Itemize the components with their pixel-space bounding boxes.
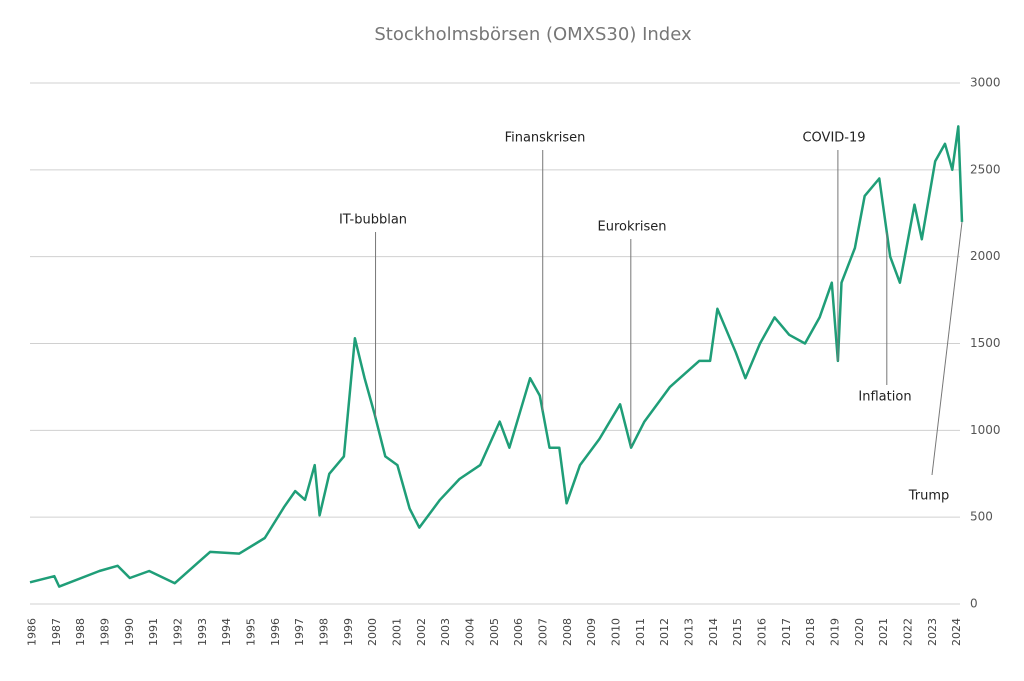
x-tick-label: 1993	[196, 618, 209, 646]
x-tick-label: 2010	[609, 618, 622, 646]
x-tick-label: 2005	[488, 618, 501, 646]
x-tick-label: 2006	[512, 618, 525, 646]
x-tick-label: 2020	[853, 618, 866, 646]
x-tick-label: 1997	[293, 618, 306, 646]
chart-title: Stockholmsbörsen (OMXS30) Index	[374, 24, 692, 45]
x-tick-label: 1995	[244, 618, 257, 646]
x-tick-label: 2014	[707, 618, 720, 646]
x-tick-label: 2009	[585, 618, 598, 646]
annotation: Trump	[908, 489, 950, 504]
x-tick-label: 2016	[755, 618, 768, 646]
x-tick-label: 2003	[439, 618, 452, 646]
y-tick-label: 1000	[970, 423, 1001, 437]
y-tick-label: 0	[970, 597, 978, 611]
annotation: Finanskrisen	[505, 131, 586, 146]
x-tick-label: 2000	[366, 618, 379, 646]
x-tick-label: 2011	[634, 618, 647, 646]
x-tick-label: 2004	[463, 618, 476, 646]
y-tick-label: 1500	[970, 336, 1001, 350]
x-tick-label: 1988	[74, 618, 87, 646]
x-tick-label: 2013	[682, 618, 695, 646]
x-tick-label: 2018	[804, 618, 817, 646]
x-tick-label: 2017	[780, 618, 793, 646]
x-tick-label: 2024	[950, 618, 963, 646]
x-tick-label: 1996	[269, 618, 282, 646]
y-tick-label: 2500	[970, 162, 1001, 176]
x-tick-label: 2008	[561, 618, 574, 646]
x-tick-label: 2022	[901, 618, 914, 646]
annotation: Eurokrisen	[598, 220, 667, 235]
x-tick-label: 2007	[536, 618, 549, 646]
y-tick-label: 3000	[970, 76, 1001, 90]
annotation: IT-bubblan	[339, 213, 407, 228]
y-tick-label: 2000	[970, 249, 1001, 263]
x-tick-label: 1998	[317, 618, 330, 646]
x-tick-label: 1994	[220, 618, 233, 646]
x-tick-label: 2019	[828, 618, 841, 646]
y-tick-label: 500	[970, 510, 993, 524]
x-tick-label: 2023	[926, 618, 939, 646]
x-tick-label: 1987	[50, 618, 63, 646]
x-tick-label: 2015	[731, 618, 744, 646]
leader-line	[931, 221, 963, 476]
x-tick-label: 1991	[147, 618, 160, 646]
annotation: COVID-19	[802, 131, 865, 146]
x-tick-label: 1999	[342, 618, 355, 646]
data-line	[29, 125, 964, 588]
x-tick-label: 1992	[171, 618, 184, 646]
x-tick-label: 1986	[25, 618, 38, 646]
x-tick-label: 2021	[877, 618, 890, 646]
x-tick-label: 2002	[415, 618, 428, 646]
annotation: Inflation	[858, 390, 911, 405]
x-tick-label: 2001	[390, 618, 403, 646]
x-tick-label: 2012	[658, 618, 671, 646]
x-tick-label: 1990	[123, 618, 136, 646]
x-tick-label: 1989	[98, 618, 111, 646]
